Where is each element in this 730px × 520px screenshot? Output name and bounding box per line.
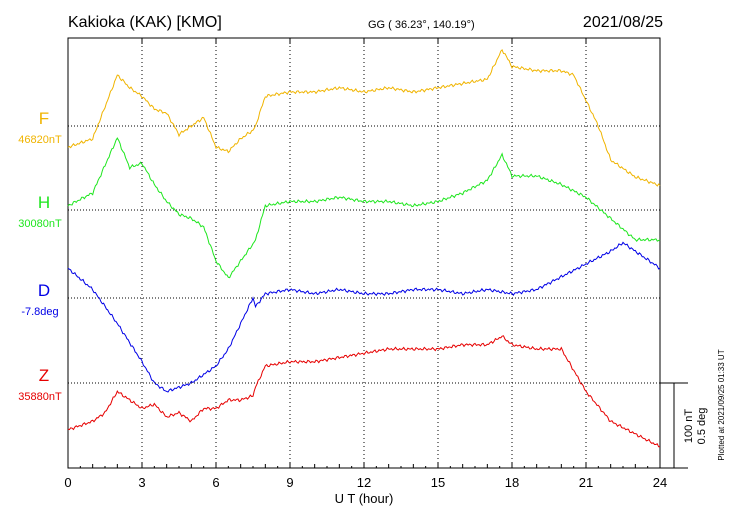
series-f: F 46820nT	[18, 49, 661, 187]
scale-bar: 100 nT 0.5 deg	[660, 382, 708, 469]
plot-frame	[67, 37, 661, 469]
grid-lines	[67, 38, 661, 468]
series-layer: F 46820nT H 30080nT D -7.8deg Z 35880nT	[18, 49, 661, 448]
x-tick-label: 9	[286, 475, 293, 490]
series-h: H 30080nT	[18, 137, 661, 279]
series-z: Z 35880nT	[18, 335, 660, 448]
x-tick-labels: 0 3 6 9 12 15 18 21 24	[64, 475, 667, 490]
x-tick-label: 15	[431, 475, 445, 490]
series-d: D -7.8deg	[21, 241, 661, 393]
series-name-f: F	[39, 109, 49, 128]
scale-bar-deg-label: 0.5 deg	[696, 408, 708, 445]
x-tick-label: 18	[505, 475, 519, 490]
x-tick-label: 0	[64, 475, 71, 490]
series-line-f	[67, 49, 661, 187]
x-tick-label: 6	[212, 475, 219, 490]
series-baseline-h: 30080nT	[18, 218, 62, 230]
station-title: Kakioka (KAK) [KMO]	[68, 14, 222, 31]
series-line-h	[67, 137, 661, 279]
scale-bar-nt-label: 100 nT	[683, 409, 695, 444]
series-baseline-d: -7.8deg	[21, 306, 58, 318]
x-axis-label: U T (hour)	[335, 491, 394, 506]
series-line-d	[67, 241, 661, 393]
x-tick-label: 3	[138, 475, 145, 490]
x-tick-label: 21	[579, 475, 593, 490]
x-tick-label: 24	[653, 475, 667, 490]
series-baseline-z: 35880nT	[18, 391, 62, 403]
series-name-z: Z	[39, 366, 49, 385]
coordinates-label: GG ( 36.23°, 140.19°)	[368, 19, 475, 31]
series-baseline-f: 46820nT	[18, 134, 62, 146]
x-tick-label: 12	[357, 475, 371, 490]
plotted-timestamp: Plotted at 2021/09/25 01:33 UT	[717, 349, 726, 460]
series-line-z	[67, 335, 660, 448]
date-label: 2021/08/25	[583, 14, 663, 31]
series-name-d: D	[38, 281, 50, 300]
series-name-h: H	[38, 193, 50, 212]
